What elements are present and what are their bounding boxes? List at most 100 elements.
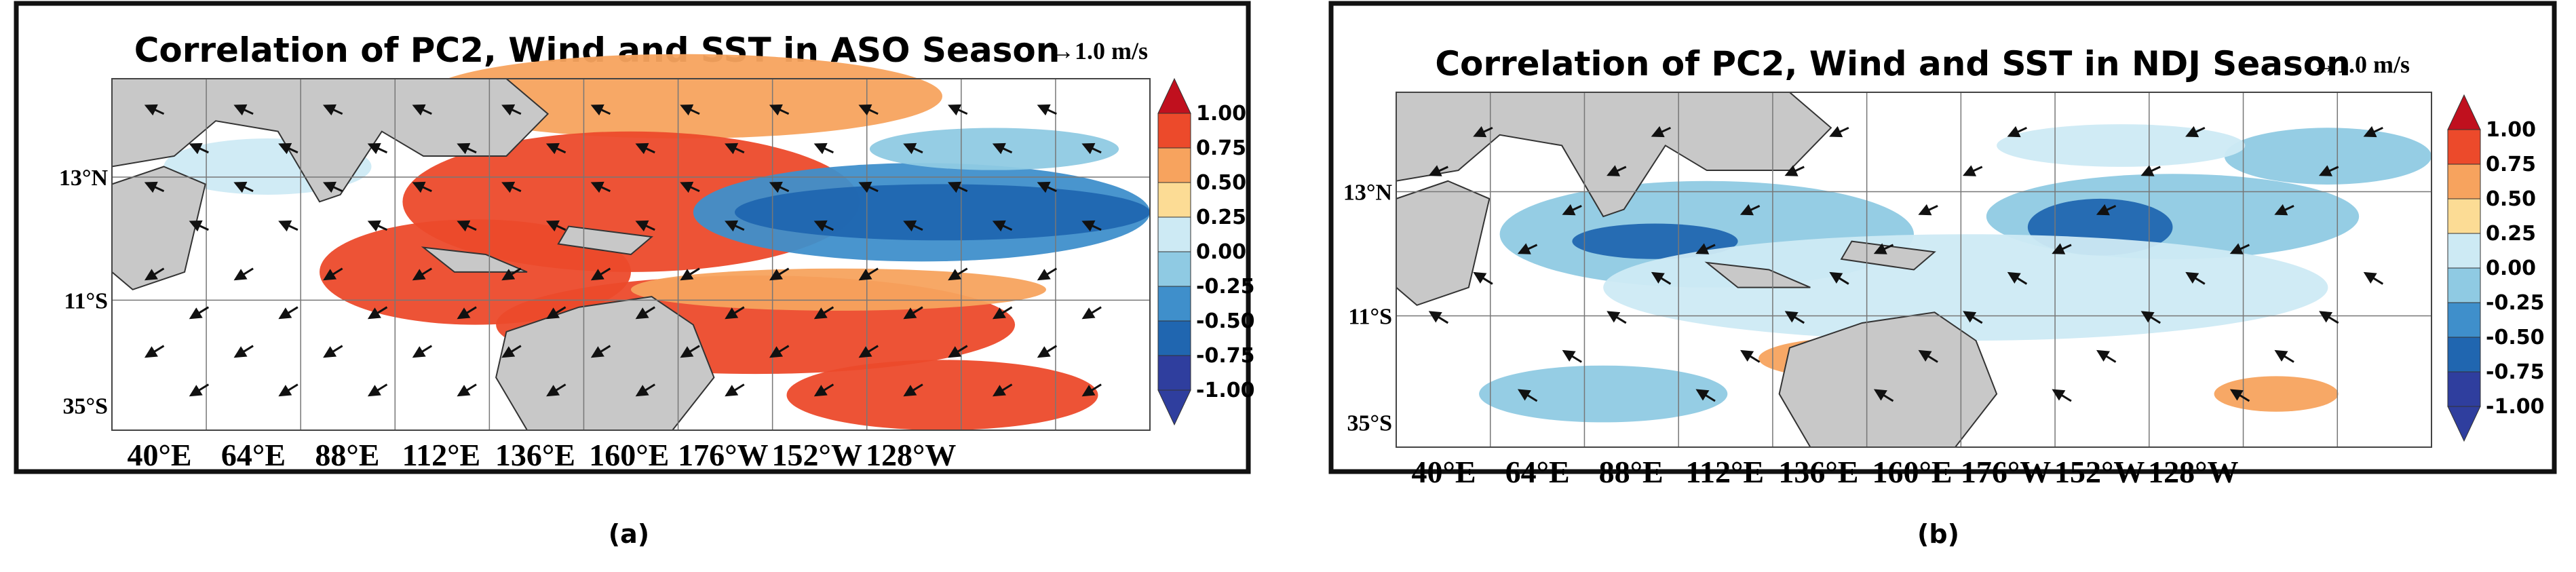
wind-vector bbox=[948, 267, 968, 281]
wind-vector bbox=[590, 104, 611, 116]
lat-label: 11°S bbox=[64, 288, 108, 313]
map bbox=[1396, 92, 2432, 448]
lon-label: 152°W bbox=[772, 438, 862, 472]
lon-label: 88°E bbox=[315, 438, 379, 472]
wind-vector bbox=[278, 306, 299, 320]
sst-field bbox=[631, 268, 1046, 311]
lon-label: 128°W bbox=[866, 438, 956, 472]
reference-vector: →1.0 m/s bbox=[2312, 51, 2410, 78]
wind-vector bbox=[457, 142, 477, 155]
colorbar-swatch bbox=[2447, 302, 2481, 338]
wind-vector bbox=[680, 181, 700, 193]
wind-vector bbox=[1963, 311, 1983, 324]
sst-field bbox=[1479, 365, 1728, 423]
colorbar-label: 0.75 bbox=[2486, 153, 2536, 176]
wind-vector bbox=[1517, 243, 1538, 254]
wind-vector bbox=[189, 383, 210, 397]
wind-vector bbox=[1517, 389, 1538, 402]
wind-vector bbox=[367, 306, 388, 320]
wind-vector bbox=[813, 383, 834, 397]
colorbar-swatch bbox=[2447, 233, 2481, 269]
sst-field bbox=[1997, 124, 2246, 167]
colorbar-label: 0.00 bbox=[2486, 256, 2536, 280]
colorbar-label: -0.50 bbox=[2486, 326, 2544, 349]
wind-vector bbox=[1081, 383, 1102, 397]
wind-vector bbox=[769, 345, 790, 358]
wind-vector bbox=[546, 383, 566, 397]
colorbar-label: -0.50 bbox=[1196, 309, 1254, 333]
wind-vector bbox=[1740, 349, 1761, 363]
panel-caption: (a) bbox=[609, 519, 649, 549]
colorbar-swatch bbox=[2447, 198, 2481, 234]
wind-vector bbox=[545, 220, 566, 232]
wind-vector bbox=[858, 267, 879, 281]
lon-label: 64°E bbox=[1505, 455, 1570, 489]
wind-vector bbox=[903, 306, 923, 320]
sst-field bbox=[1603, 234, 2328, 341]
wind-vector bbox=[1607, 311, 1627, 324]
land bbox=[421, 246, 528, 273]
wind-vector bbox=[1829, 271, 1849, 285]
wind-vector bbox=[635, 306, 655, 320]
colorbar-label: 0.50 bbox=[2486, 187, 2536, 211]
wind-vector bbox=[1562, 204, 1582, 216]
lon-label: 160°E bbox=[589, 438, 669, 472]
panel-frame bbox=[1328, 1, 2557, 474]
lon-label: 112°E bbox=[1686, 455, 1765, 489]
wind-vector bbox=[1037, 104, 1057, 116]
wind-vector bbox=[1784, 311, 1805, 324]
wind-vector bbox=[725, 383, 745, 397]
colorbar-label: -1.00 bbox=[1196, 379, 1254, 402]
wind-vector bbox=[545, 142, 566, 155]
map-frame bbox=[1396, 92, 2432, 448]
wind-vector bbox=[2318, 165, 2339, 176]
colorbar-swatch bbox=[1157, 355, 1191, 391]
wind-vector bbox=[947, 104, 968, 116]
wind-vector bbox=[2363, 126, 2383, 138]
colorbar-swatch bbox=[2447, 406, 2481, 442]
wind-vector bbox=[992, 383, 1013, 397]
lat-label: 13°N bbox=[59, 166, 109, 191]
wind-vector bbox=[278, 383, 299, 397]
wind-vector bbox=[858, 181, 879, 193]
map bbox=[111, 54, 1151, 431]
wind-vector bbox=[1873, 243, 1894, 254]
colorbar-swatch bbox=[1157, 286, 1191, 322]
colorbar-swatch bbox=[1157, 251, 1191, 287]
wind-vector bbox=[590, 267, 611, 281]
wind-vector bbox=[501, 345, 522, 358]
wind-vector bbox=[590, 181, 611, 193]
panel-caption: (b) bbox=[1917, 519, 1959, 549]
wind-vector bbox=[189, 142, 209, 155]
wind-vector bbox=[2319, 311, 2339, 324]
lon-label: 64°E bbox=[221, 438, 286, 472]
wind-vector bbox=[2052, 243, 2072, 254]
colorbar-swatch bbox=[1157, 389, 1191, 426]
lon-label: 152°W bbox=[2054, 455, 2145, 489]
wind-vector bbox=[2007, 126, 2027, 138]
sst-field bbox=[2214, 376, 2339, 412]
wind-vector bbox=[278, 220, 299, 232]
wind-vector bbox=[501, 181, 522, 193]
wind-vector bbox=[769, 267, 790, 281]
wind-vector bbox=[501, 104, 522, 116]
lon-label: 160°E bbox=[1872, 455, 1952, 489]
wind-vector bbox=[635, 220, 655, 232]
wind-vector bbox=[144, 181, 165, 193]
wind-vector bbox=[590, 345, 611, 358]
wind-vector bbox=[858, 104, 879, 116]
colorbar-swatch bbox=[1157, 77, 1191, 114]
wind-vector bbox=[367, 142, 388, 155]
wind-vector bbox=[233, 345, 254, 358]
wind-vector bbox=[367, 383, 388, 397]
lat-label: 11°S bbox=[1348, 304, 1392, 329]
wind-vector bbox=[1081, 306, 1102, 320]
wind-vector bbox=[1651, 271, 1672, 285]
wind-vector bbox=[1695, 243, 1716, 254]
land bbox=[1840, 240, 1936, 271]
wind-vector bbox=[948, 345, 968, 358]
wind-vector bbox=[769, 181, 790, 193]
wind-vector bbox=[1829, 126, 1849, 138]
land bbox=[557, 225, 653, 256]
wind-vector bbox=[2052, 389, 2072, 402]
